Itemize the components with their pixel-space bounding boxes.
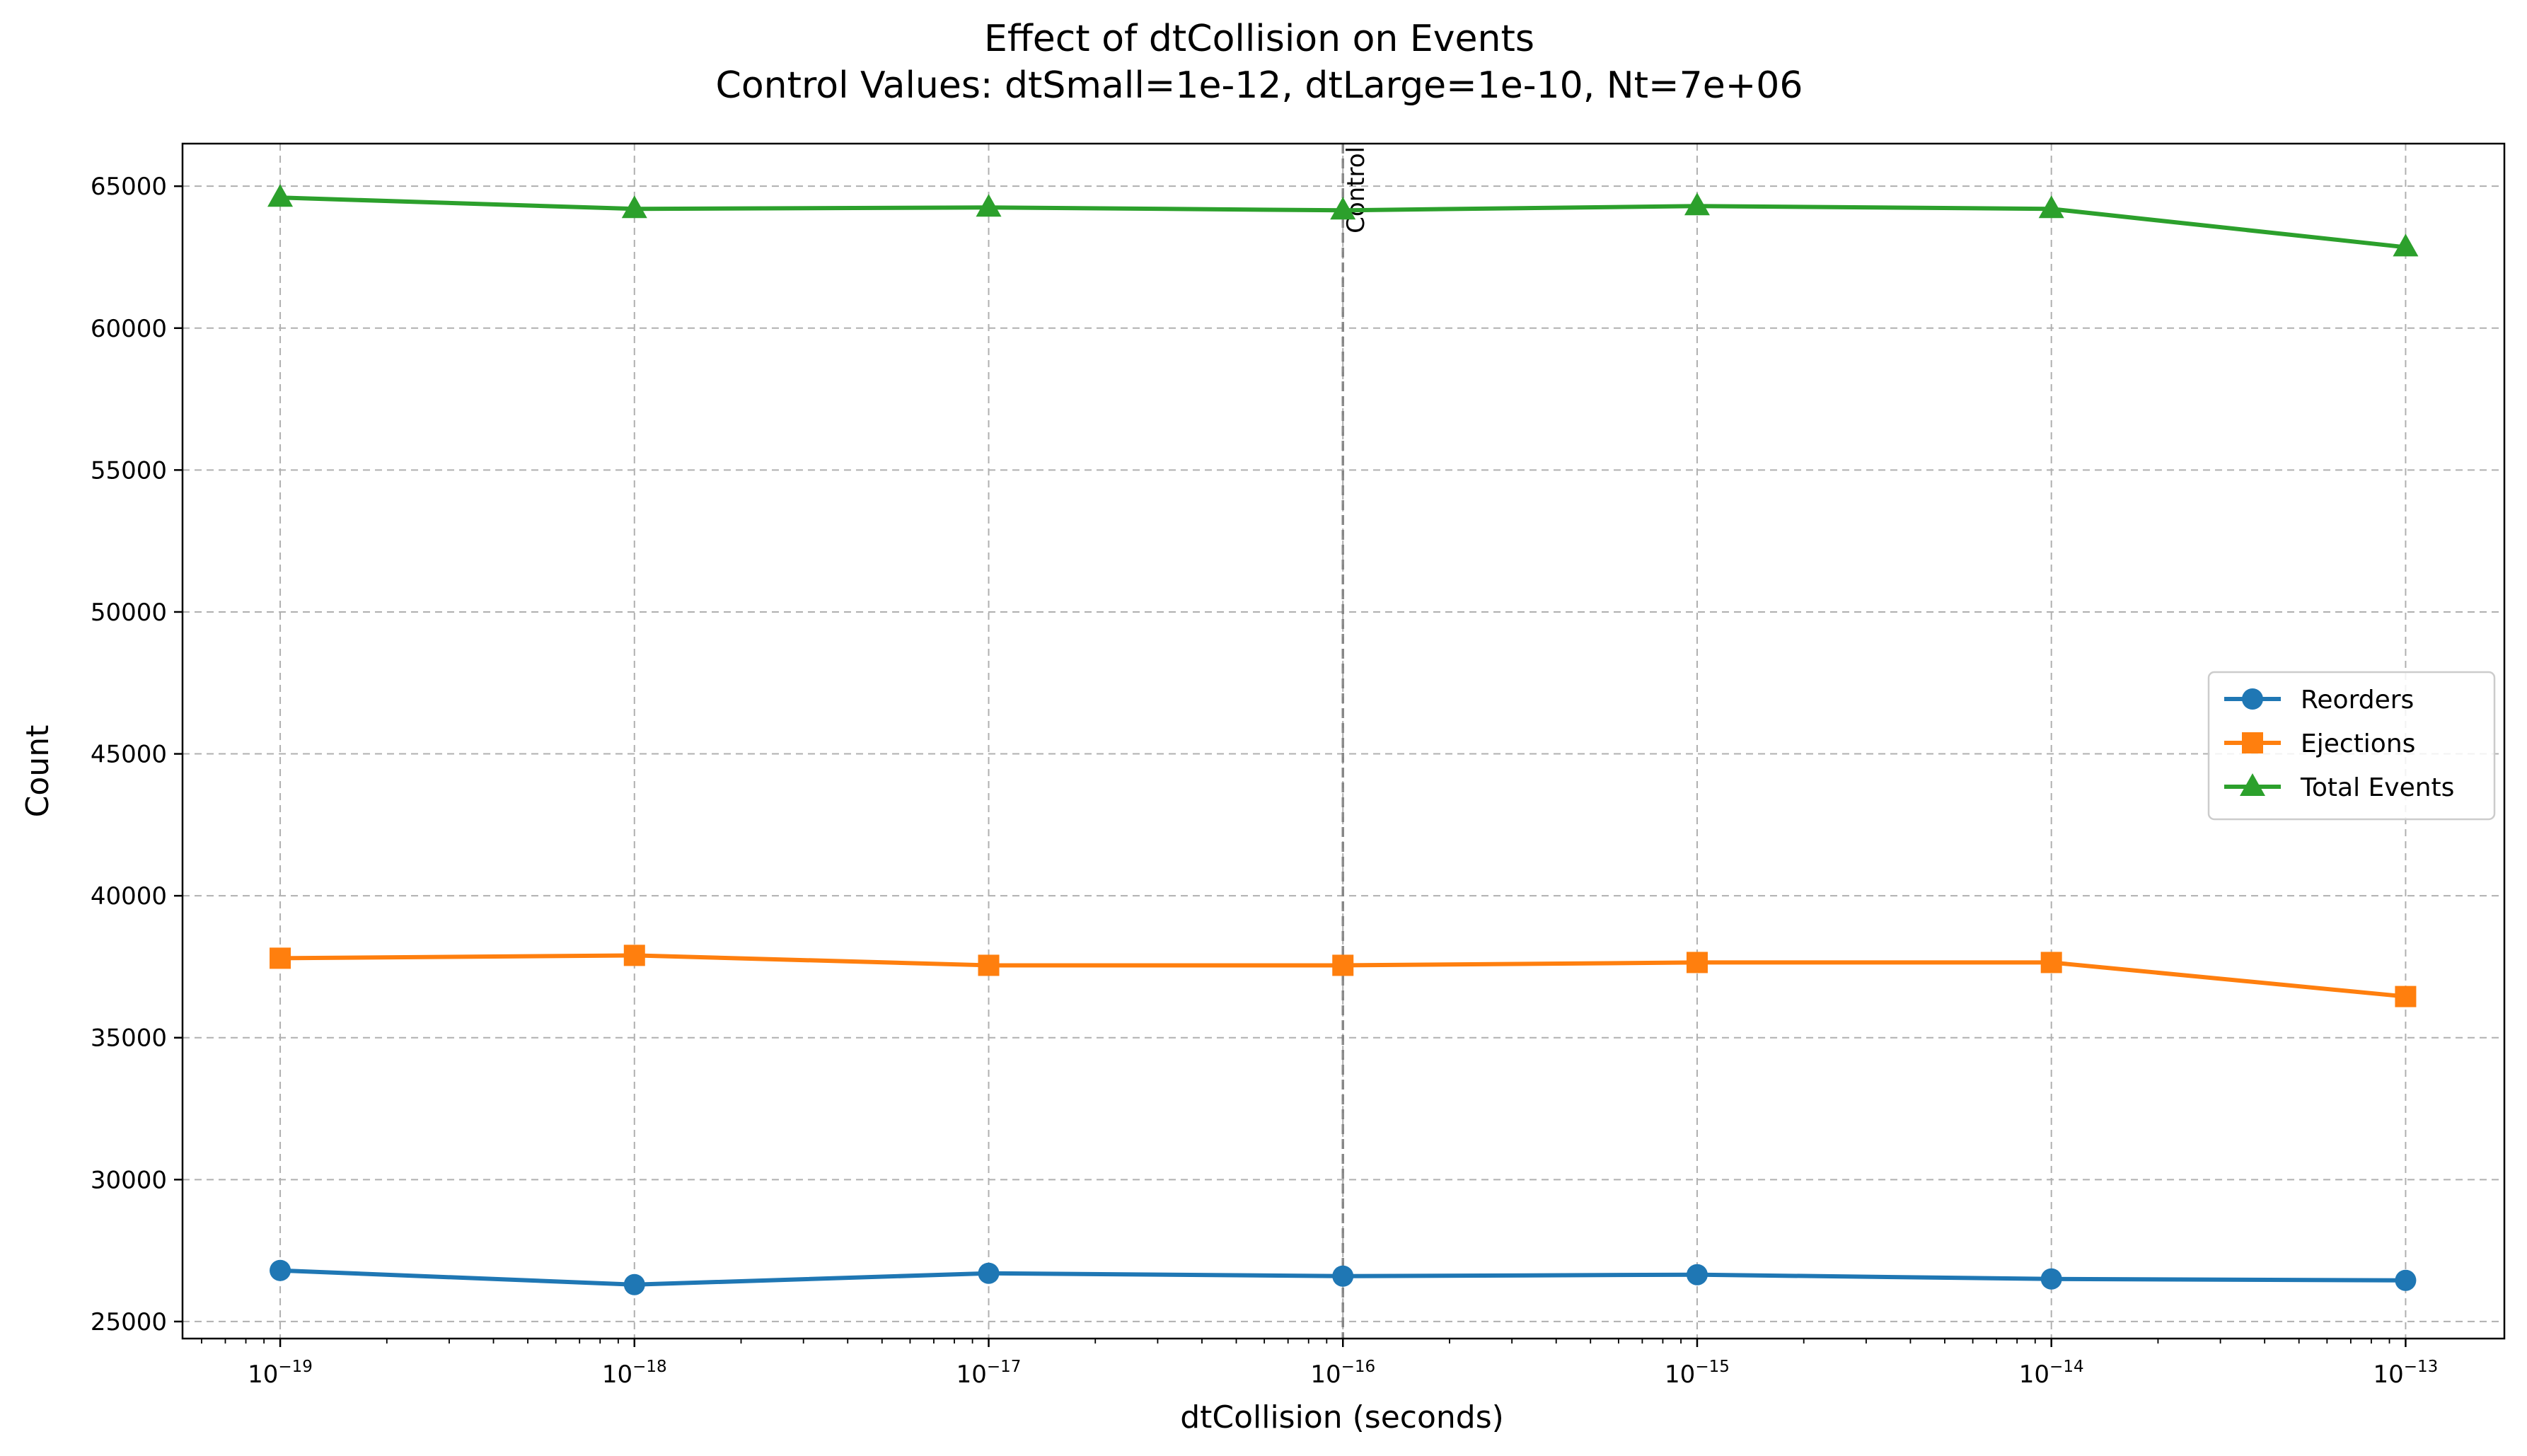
y-axis-label: Count bbox=[20, 725, 56, 818]
x-tick-label: 10−16 bbox=[1310, 1358, 1375, 1389]
data-point bbox=[621, 195, 647, 219]
data-point bbox=[2242, 688, 2263, 710]
x-tick-label: 10−13 bbox=[2373, 1358, 2439, 1389]
chart-title: Effect of dtCollision on Events bbox=[984, 18, 1534, 60]
legend-box bbox=[2207, 671, 2496, 821]
data-point bbox=[978, 954, 1000, 976]
legend-item: Ejections bbox=[2224, 729, 2415, 758]
data-point bbox=[2240, 773, 2265, 796]
x-tick-label: 10−18 bbox=[602, 1358, 667, 1389]
series-layer bbox=[267, 184, 2419, 1295]
data-point bbox=[1332, 954, 1354, 976]
data-point bbox=[1684, 192, 1710, 216]
legend-label: Ejections bbox=[2301, 729, 2415, 758]
data-point bbox=[1686, 952, 1708, 973]
data-point bbox=[623, 1273, 645, 1295]
y-tick-label: 65000 bbox=[91, 173, 167, 201]
y-tick-label: 40000 bbox=[91, 882, 167, 911]
data-point bbox=[267, 184, 294, 207]
data-point bbox=[2242, 732, 2263, 753]
y-tick-label: 45000 bbox=[91, 741, 167, 769]
y-tick-label: 55000 bbox=[91, 456, 167, 485]
data-point bbox=[2040, 952, 2062, 973]
data-point bbox=[2038, 195, 2064, 219]
series-reorders bbox=[270, 1259, 2417, 1295]
chart-subtitle: Control Values: dtSmall=1e-12, dtLarge=1… bbox=[716, 64, 1803, 107]
axis-ticks: 25000 30000 35000 40000 45000 50000 55000 60000… bbox=[91, 173, 2438, 1389]
data-point bbox=[2040, 1268, 2062, 1290]
x-tick-label: 10−14 bbox=[2019, 1358, 2084, 1389]
y-tick-label: 35000 bbox=[91, 1024, 167, 1053]
data-point bbox=[2395, 1269, 2417, 1291]
legend: Reorders Ejections Total Events bbox=[2207, 671, 2496, 821]
series-total-events bbox=[267, 184, 2419, 257]
data-point bbox=[1332, 1265, 1354, 1287]
data-point bbox=[623, 944, 645, 966]
y-tick-label: 50000 bbox=[91, 599, 167, 627]
control-annotation: Control bbox=[1341, 144, 1370, 1339]
data-point bbox=[270, 1259, 291, 1281]
x-tick-label: 10−17 bbox=[956, 1358, 1022, 1389]
legend-label: Total Events bbox=[2300, 773, 2454, 802]
x-tick-label: 10−15 bbox=[1665, 1358, 1730, 1389]
data-point bbox=[2395, 986, 2417, 1007]
data-point bbox=[2393, 233, 2419, 257]
series-ejections bbox=[270, 944, 2417, 1007]
legend-item: Reorders bbox=[2224, 686, 2414, 715]
data-point bbox=[270, 947, 291, 969]
data-point bbox=[978, 1262, 1000, 1284]
data-point bbox=[976, 194, 1002, 217]
x-axis-label: dtCollision (seconds) bbox=[1180, 1399, 1504, 1435]
control-label: Control bbox=[1342, 146, 1370, 233]
data-point bbox=[1686, 1264, 1708, 1285]
x-tick-label: 10−19 bbox=[248, 1358, 313, 1389]
legend-label: Reorders bbox=[2301, 686, 2414, 715]
y-tick-label: 30000 bbox=[91, 1166, 167, 1194]
y-tick-label: 60000 bbox=[91, 315, 167, 343]
y-tick-label: 25000 bbox=[91, 1308, 167, 1336]
legend-item: Total Events bbox=[2224, 773, 2454, 802]
data-point bbox=[1330, 197, 1356, 220]
